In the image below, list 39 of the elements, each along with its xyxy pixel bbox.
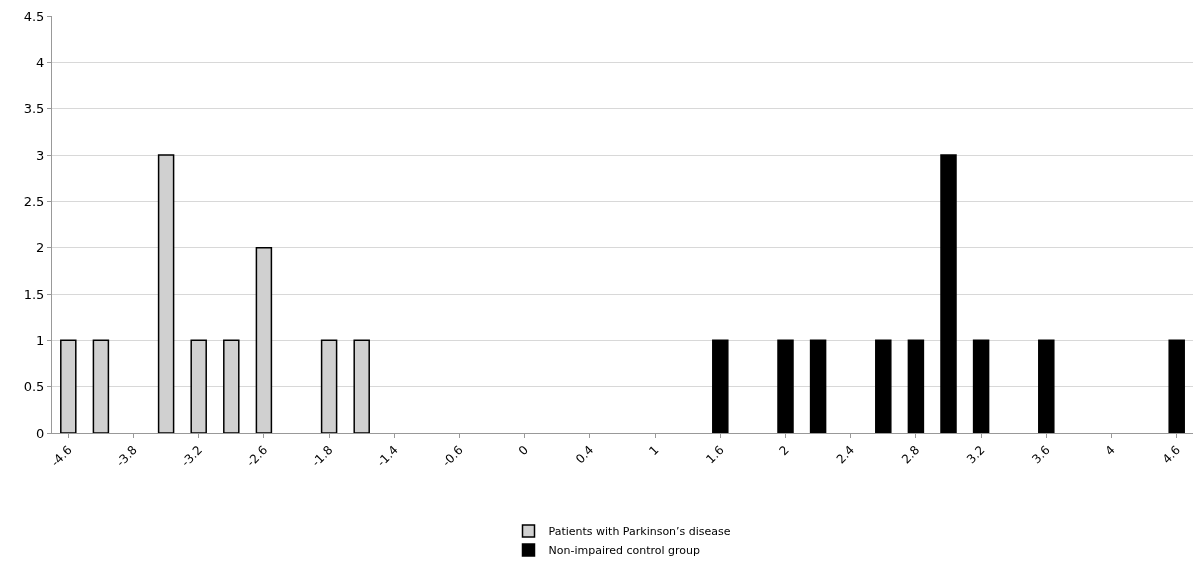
- x-tick-label: 3.6: [1029, 442, 1053, 467]
- y-tick-label: 0: [36, 425, 45, 441]
- y-tick-label: 2.5: [23, 193, 45, 209]
- legend-label: Non-impaired control group: [548, 544, 701, 558]
- x-tick-label: -4.6: [48, 442, 75, 470]
- bar: [907, 339, 925, 433]
- x-tick-label: 0: [515, 442, 532, 459]
- y-tick-label: 1: [36, 332, 45, 348]
- y-tick-label: 4: [36, 54, 45, 70]
- legend-label: Patients with Parkinson’s disease: [548, 525, 731, 539]
- y-tick-label: 3.5: [23, 101, 45, 117]
- x-tick-label: 2: [776, 442, 792, 459]
- x-tick-label: 1: [646, 442, 662, 459]
- x-tick-label: 3.2: [964, 442, 988, 467]
- bar: [777, 339, 794, 433]
- x-tick-label: 2.4: [833, 442, 858, 467]
- y-tick-label: 0.5: [23, 379, 45, 395]
- y-tick-label: 1.5: [23, 286, 45, 302]
- bar: [940, 154, 957, 433]
- x-tick-label: 2.8: [898, 442, 923, 467]
- x-tick-label: -1.4: [374, 442, 401, 470]
- y-tick-label: 4.5: [23, 8, 45, 24]
- x-tick-label: -3.8: [113, 442, 140, 470]
- bar: [712, 339, 729, 433]
- bar: [972, 339, 990, 433]
- bar: [875, 339, 892, 433]
- x-tick-label: -1.8: [309, 442, 336, 470]
- bar: [1038, 339, 1055, 433]
- x-tick-label: -0.6: [439, 442, 466, 470]
- x-tick-label: 1.6: [703, 442, 727, 467]
- bar: [1168, 339, 1185, 433]
- x-tick-label: 4: [1102, 442, 1118, 459]
- y-tick-label: 2: [36, 240, 45, 256]
- x-tick-label: 4.6: [1159, 442, 1184, 467]
- bar: [809, 339, 827, 433]
- x-tick-label: 0.4: [572, 442, 597, 467]
- x-tick-label: -3.2: [178, 442, 206, 470]
- x-tick-label: -2.6: [243, 442, 271, 470]
- y-tick-label: 3: [36, 147, 45, 163]
